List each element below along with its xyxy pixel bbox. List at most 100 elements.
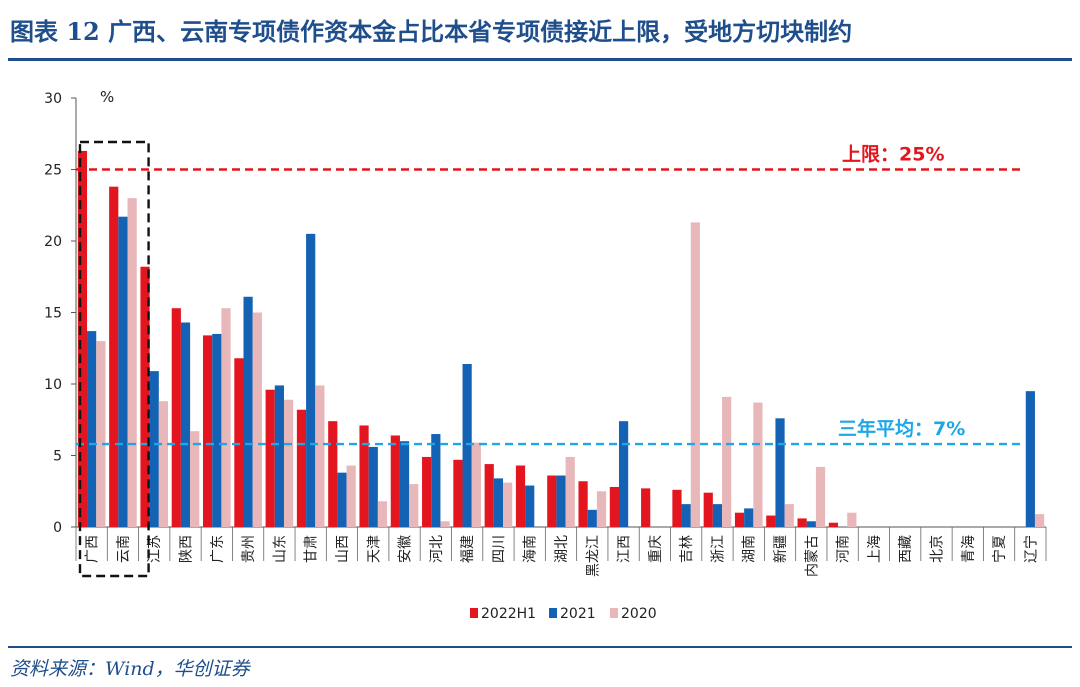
bar-2020-辽宁 — [1034, 514, 1045, 527]
bar-2021-云南 — [118, 216, 128, 527]
bar-2020-黑龙江 — [596, 491, 607, 527]
bar-2021-甘肃 — [306, 233, 316, 527]
x-tick-label: 辽宁 — [1022, 535, 1039, 563]
bar-2020-天津 — [377, 501, 388, 527]
x-tick-label-group: 黑龙江 — [585, 535, 601, 577]
x-tick-label-group: 宁夏 — [991, 535, 1008, 563]
bar-2022H1-陕西 — [171, 308, 181, 527]
legend-swatch-2022H1 — [470, 608, 478, 618]
bar-2021-陕西 — [180, 322, 191, 527]
x-tick-label-group: 内蒙古 — [804, 535, 820, 577]
bar-2020-山东 — [283, 399, 294, 527]
x-tick-label-group: 云南 — [116, 535, 132, 563]
source-note: 资料来源：Wind，华创证券 — [10, 658, 250, 680]
bar-2022H1-江西 — [609, 486, 619, 527]
bar-2022H1-天津 — [359, 425, 369, 527]
bar-2021-江西 — [618, 421, 629, 527]
bar-2022H1-山东 — [265, 389, 275, 527]
x-tick-label: 福建 — [460, 535, 476, 563]
bar-2021-四川 — [493, 478, 504, 527]
x-tick-label-group: 河南 — [836, 535, 852, 563]
bar-2022H1-安徽 — [390, 435, 400, 527]
x-tick-label: 陕西 — [179, 535, 195, 563]
x-tick-label-group: 海南 — [523, 535, 539, 563]
x-tick-label: 北京 — [929, 535, 945, 563]
x-tick-label-group: 西藏 — [898, 535, 914, 563]
bar-2020-湖南 — [753, 402, 763, 527]
x-tick-label-group: 湖北 — [554, 535, 570, 563]
x-tick-label-group: 江西 — [617, 535, 633, 563]
x-tick-label: 新疆 — [773, 535, 789, 563]
bar-2022H1-河北 — [422, 456, 432, 527]
y-tick-label: 0 — [53, 520, 62, 536]
title-divider — [8, 58, 1072, 61]
bar-2021-贵州 — [243, 296, 253, 527]
x-tick-label: 吉林 — [679, 535, 695, 563]
bar-2022H1-湖南 — [734, 512, 745, 527]
x-tick-label: 重庆 — [648, 535, 664, 563]
x-tick-label: 浙江 — [710, 535, 726, 563]
bar-2020-内蒙古 — [815, 466, 826, 527]
y-tick-label: 30 — [44, 91, 62, 107]
bar-2022H1-江苏 — [140, 266, 150, 527]
x-tick-label-group: 新疆 — [773, 535, 789, 563]
x-tick-label: 青海 — [961, 535, 977, 563]
x-tick-label: 上海 — [867, 535, 883, 563]
bar-2020-四川 — [503, 482, 513, 527]
bar-2021-吉林 — [681, 504, 691, 527]
x-tick-label: 江西 — [617, 535, 633, 563]
x-tick-label: 湖南 — [742, 535, 758, 563]
x-tick-label: 宁夏 — [991, 535, 1008, 563]
bar-2021-福建 — [462, 363, 472, 527]
y-tick-label: 20 — [44, 234, 62, 250]
bar-2021-天津 — [368, 446, 378, 527]
bar-2022H1-吉林 — [672, 489, 682, 527]
bar-2020-新疆 — [784, 504, 794, 527]
legend-label-2021: 2021 — [560, 606, 596, 622]
x-tick-label-group: 北京 — [929, 535, 945, 563]
page-title: 图表 12 广西、云南专项债作资本金占比本省专项债接近上限，受地方切块制约 — [10, 17, 853, 46]
x-tick-label: 海南 — [523, 535, 539, 563]
bar-2020-吉林 — [690, 222, 700, 527]
legend-swatch-2021 — [549, 608, 557, 618]
bar-2022H1-贵州 — [234, 358, 244, 527]
y-tick-label: 5 — [53, 449, 62, 465]
x-tick-label-group: 重庆 — [648, 535, 664, 563]
x-tick-label-group: 山东 — [272, 535, 288, 563]
bar-2022H1-湖北 — [547, 475, 557, 527]
x-tick-label: 内蒙古 — [804, 535, 820, 577]
bar-2020-安徽 — [409, 484, 419, 527]
x-tick-label-group: 安徽 — [398, 535, 414, 563]
x-tick-label-group: 辽宁 — [1022, 535, 1039, 563]
bar-2020-浙江 — [722, 396, 732, 527]
bar-2022H1-福建 — [453, 459, 463, 527]
bar-2022H1-广东 — [203, 335, 213, 527]
bar-2020-广西 — [96, 341, 106, 527]
bar-2022H1-黑龙江 — [578, 481, 588, 527]
bar-2022H1-新疆 — [766, 515, 776, 527]
bar-2021-浙江 — [712, 504, 723, 527]
y-tick-label: 10 — [44, 377, 62, 393]
bar-2022H1-四川 — [484, 464, 494, 527]
x-tick-label-group: 四川 — [491, 535, 507, 563]
bar-2022H1-河南 — [828, 522, 839, 527]
bar-2022H1-广西 — [77, 150, 88, 527]
bar-2021-山西 — [337, 472, 347, 527]
x-tick-label: 黑龙江 — [585, 535, 601, 577]
bar-2021-广西 — [87, 331, 97, 527]
reference-line-label: 三年平均：7% — [838, 417, 965, 440]
bar-2020-河南 — [847, 512, 857, 527]
x-tick-label: 山西 — [335, 535, 351, 563]
bar-2021-海南 — [525, 485, 535, 527]
bar-2022H1-甘肃 — [296, 409, 307, 527]
legend-swatch-2020 — [610, 608, 618, 618]
x-tick-label: 河北 — [429, 535, 445, 563]
x-tick-label-group: 青海 — [961, 535, 977, 563]
bar-2022H1-内蒙古 — [797, 518, 807, 527]
x-tick-label: 湖北 — [554, 535, 570, 563]
x-tick-label-group: 广东 — [210, 535, 226, 563]
bar-2021-山东 — [274, 385, 284, 527]
x-tick-label-group: 甘肃 — [304, 535, 320, 563]
bar-2021-辽宁 — [1025, 391, 1035, 527]
x-tick-label: 甘肃 — [304, 535, 320, 563]
